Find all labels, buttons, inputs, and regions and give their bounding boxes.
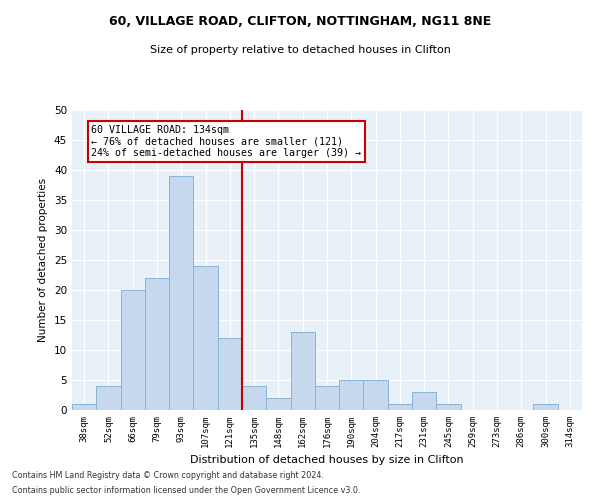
Bar: [315, 386, 339, 410]
X-axis label: Distribution of detached houses by size in Clifton: Distribution of detached houses by size …: [190, 456, 464, 466]
Bar: [290, 332, 315, 410]
Bar: [145, 278, 169, 410]
Bar: [266, 398, 290, 410]
Text: Contains public sector information licensed under the Open Government Licence v3: Contains public sector information licen…: [12, 486, 361, 495]
Bar: [533, 404, 558, 410]
Text: 60, VILLAGE ROAD, CLIFTON, NOTTINGHAM, NG11 8NE: 60, VILLAGE ROAD, CLIFTON, NOTTINGHAM, N…: [109, 15, 491, 28]
Bar: [436, 404, 461, 410]
Bar: [169, 176, 193, 410]
Bar: [364, 380, 388, 410]
Y-axis label: Number of detached properties: Number of detached properties: [38, 178, 49, 342]
Bar: [96, 386, 121, 410]
Text: 60 VILLAGE ROAD: 134sqm
← 76% of detached houses are smaller (121)
24% of semi-d: 60 VILLAGE ROAD: 134sqm ← 76% of detache…: [91, 125, 361, 158]
Bar: [218, 338, 242, 410]
Bar: [193, 266, 218, 410]
Bar: [121, 290, 145, 410]
Text: Contains HM Land Registry data © Crown copyright and database right 2024.: Contains HM Land Registry data © Crown c…: [12, 471, 324, 480]
Bar: [242, 386, 266, 410]
Bar: [72, 404, 96, 410]
Text: Size of property relative to detached houses in Clifton: Size of property relative to detached ho…: [149, 45, 451, 55]
Bar: [412, 392, 436, 410]
Bar: [388, 404, 412, 410]
Bar: [339, 380, 364, 410]
